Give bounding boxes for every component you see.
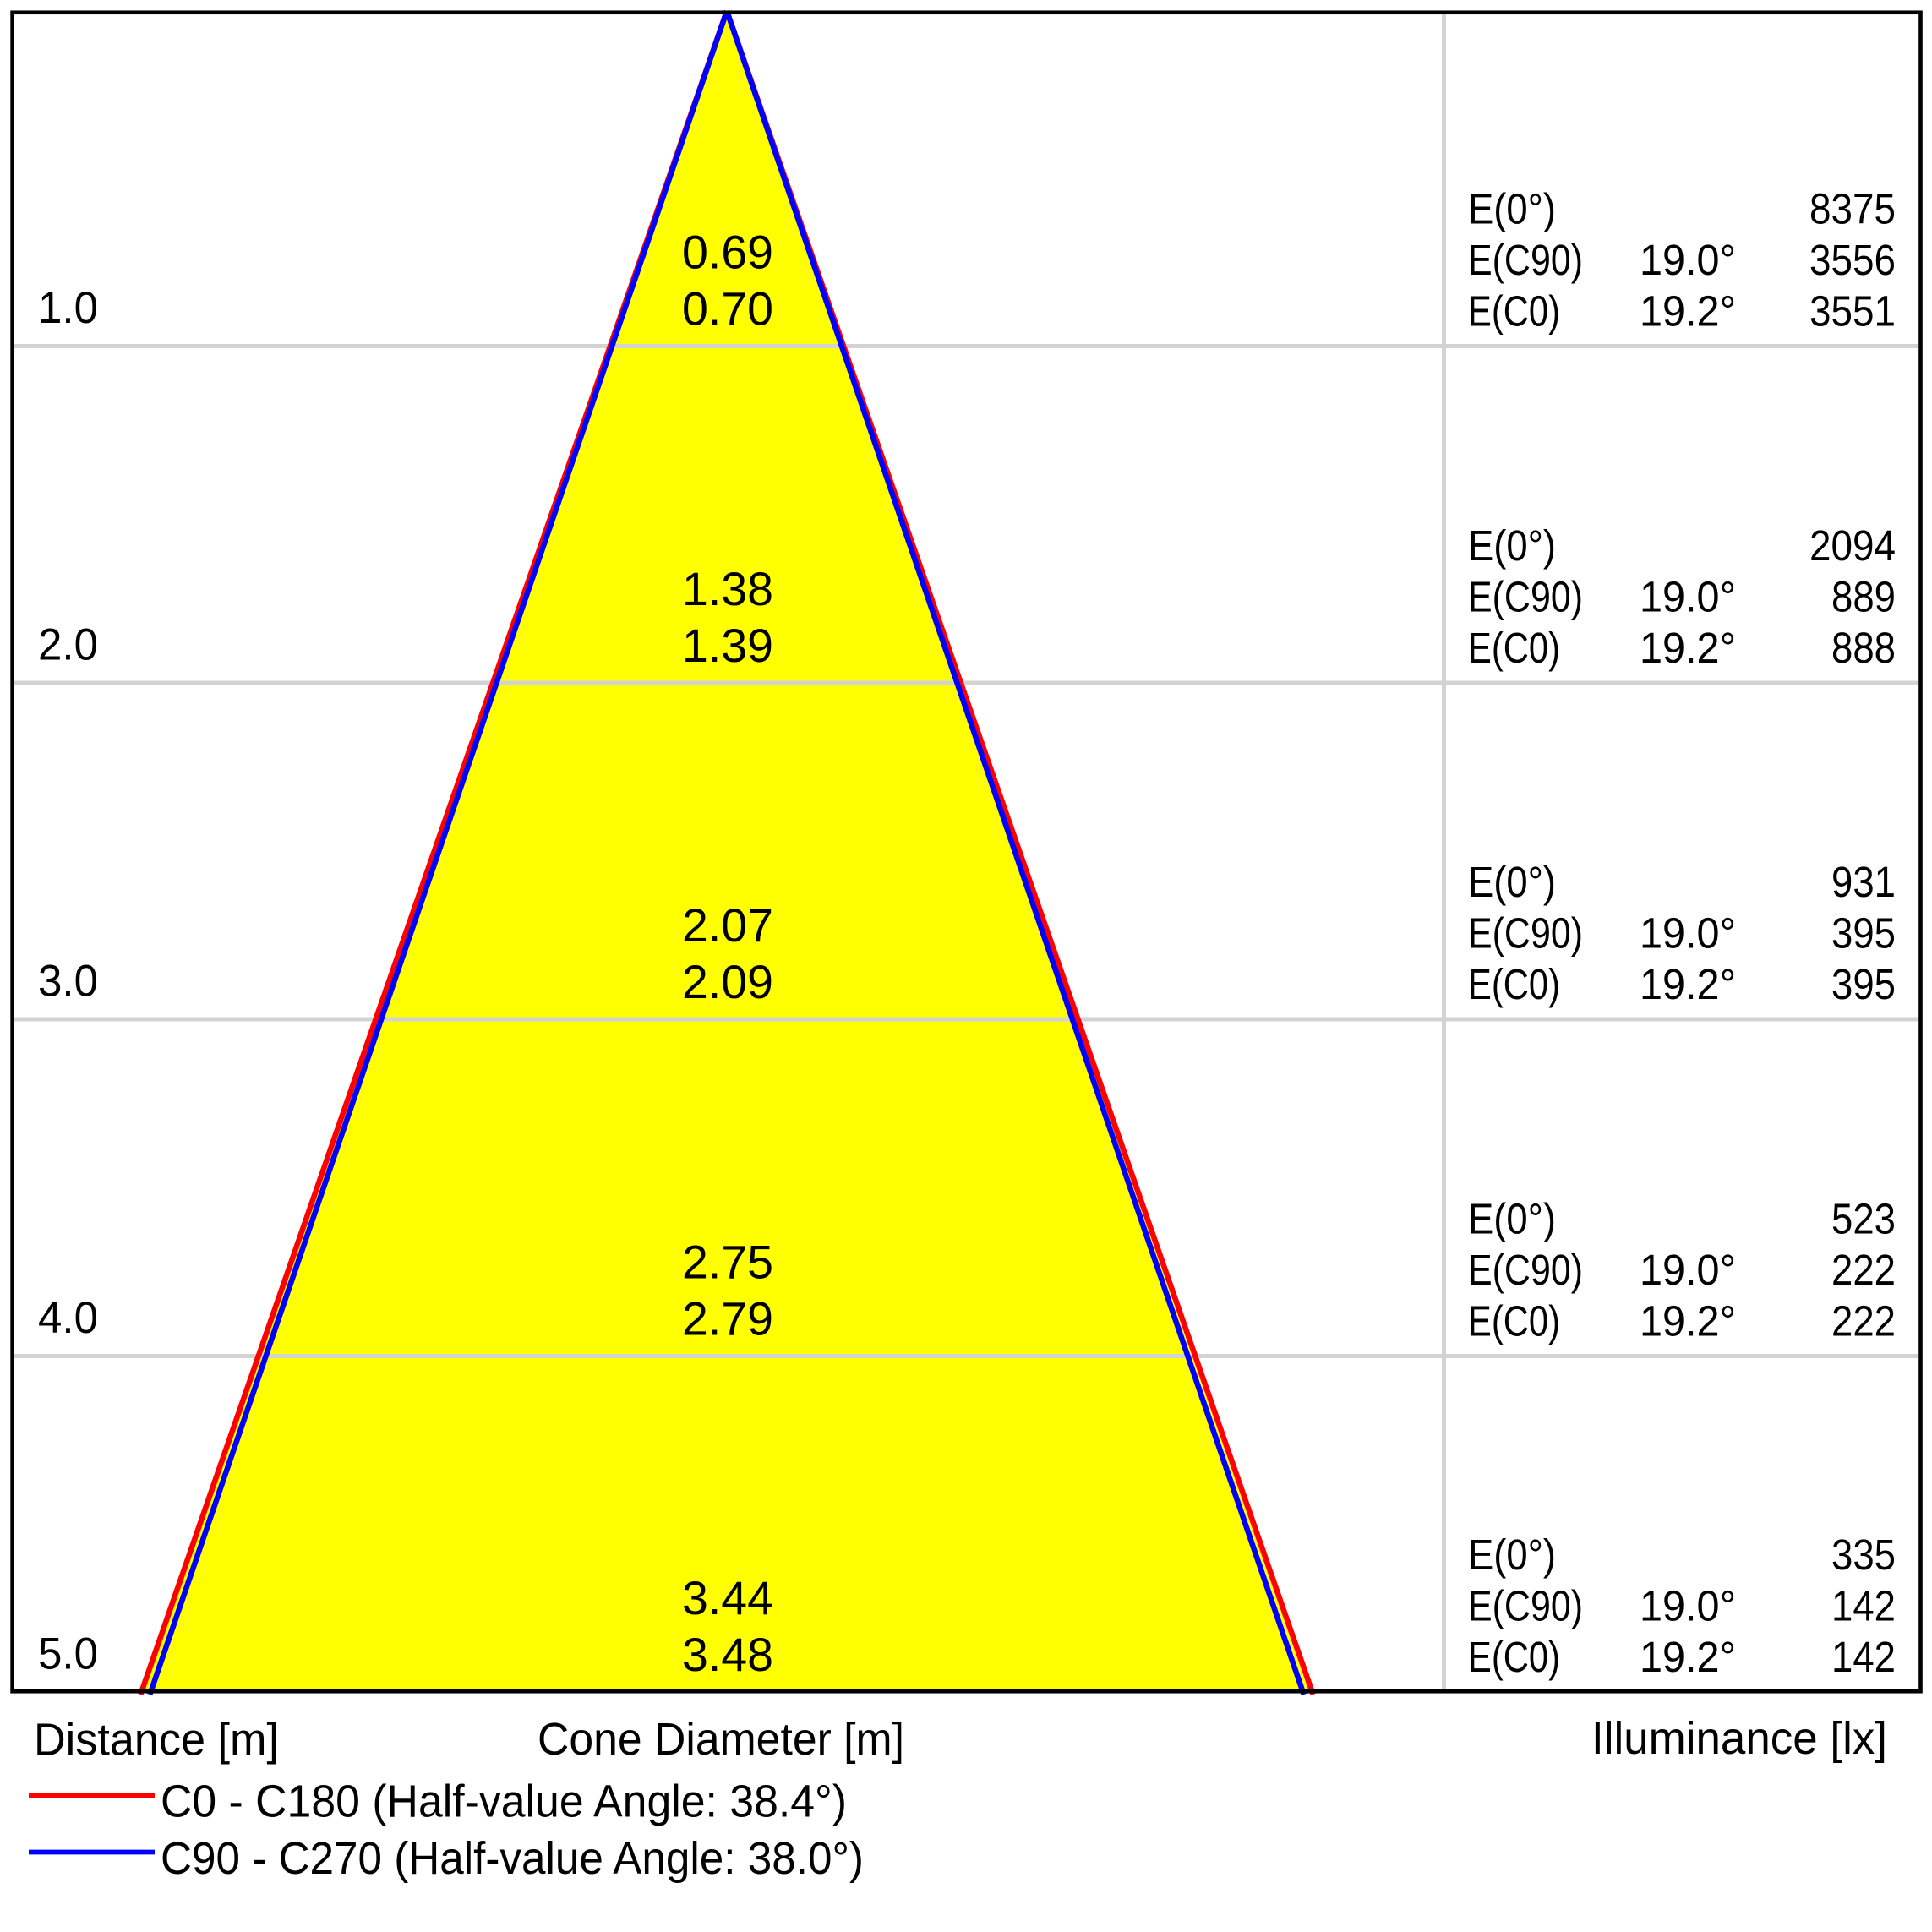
svg-text:E(C0): E(C0) — [1468, 287, 1560, 336]
svg-text:E(C90): E(C90) — [1468, 236, 1583, 284]
svg-text:1.38: 1.38 — [682, 562, 773, 615]
svg-text:142: 142 — [1831, 1633, 1896, 1681]
svg-text:395: 395 — [1831, 960, 1896, 1008]
svg-text:335: 335 — [1831, 1531, 1896, 1579]
svg-text:3.0: 3.0 — [38, 957, 98, 1007]
svg-text:19.0°: 19.0° — [1640, 1246, 1736, 1294]
svg-text:E(0°): E(0°) — [1468, 1195, 1556, 1243]
svg-text:E(C90): E(C90) — [1468, 909, 1583, 958]
svg-text:222: 222 — [1831, 1297, 1896, 1345]
svg-text:523: 523 — [1831, 1195, 1896, 1243]
svg-text:395: 395 — [1831, 909, 1896, 958]
svg-text:3556: 3556 — [1809, 236, 1896, 284]
svg-text:1.39: 1.39 — [682, 619, 773, 672]
svg-text:Illuminance [lx]: Illuminance [lx] — [1591, 1713, 1887, 1764]
svg-text:5.0: 5.0 — [38, 1629, 98, 1679]
svg-text:E(0°): E(0°) — [1468, 1531, 1556, 1579]
svg-text:E(C0): E(C0) — [1468, 960, 1560, 1008]
svg-text:888: 888 — [1831, 624, 1896, 672]
svg-text:19.2°: 19.2° — [1640, 1633, 1736, 1681]
svg-text:19.2°: 19.2° — [1640, 1297, 1736, 1345]
svg-text:2.75: 2.75 — [682, 1236, 773, 1289]
svg-text:19.2°: 19.2° — [1640, 624, 1736, 672]
svg-text:0.70: 0.70 — [682, 282, 773, 336]
svg-text:2.07: 2.07 — [682, 898, 773, 952]
svg-text:931: 931 — [1831, 858, 1896, 906]
svg-text:E(C0): E(C0) — [1468, 624, 1560, 672]
svg-text:E(0°): E(0°) — [1468, 521, 1556, 570]
svg-text:E(C90): E(C90) — [1468, 1582, 1583, 1630]
svg-text:19.2°: 19.2° — [1640, 287, 1736, 336]
svg-text:E(0°): E(0°) — [1468, 858, 1556, 906]
svg-text:E(C90): E(C90) — [1468, 1246, 1583, 1294]
svg-text:222: 222 — [1831, 1246, 1896, 1294]
svg-text:C0 - C180 (Half-value Angle: 3: C0 - C180 (Half-value Angle: 38.4°) — [161, 1776, 847, 1827]
svg-text:2.79: 2.79 — [682, 1292, 773, 1345]
svg-text:E(C0): E(C0) — [1468, 1633, 1560, 1681]
svg-text:19.0°: 19.0° — [1640, 236, 1736, 284]
svg-text:2.09: 2.09 — [682, 955, 773, 1008]
svg-text:1.0: 1.0 — [38, 283, 98, 333]
svg-text:E(C0): E(C0) — [1468, 1297, 1560, 1345]
svg-text:0.69: 0.69 — [682, 226, 773, 279]
svg-text:19.0°: 19.0° — [1640, 1582, 1736, 1630]
svg-text:19.2°: 19.2° — [1640, 960, 1736, 1008]
svg-text:889: 889 — [1831, 573, 1896, 621]
svg-text:2.0: 2.0 — [38, 620, 98, 670]
svg-text:C90 - C270 (Half-value Angle:: C90 - C270 (Half-value Angle: 38.0°) — [161, 1833, 864, 1884]
svg-text:8375: 8375 — [1809, 185, 1896, 233]
svg-text:3.44: 3.44 — [682, 1571, 773, 1624]
svg-text:Distance [m]: Distance [m] — [34, 1714, 279, 1765]
svg-text:19.0°: 19.0° — [1640, 573, 1736, 621]
svg-text:E(0°): E(0°) — [1468, 185, 1556, 233]
svg-text:2094: 2094 — [1809, 521, 1896, 570]
svg-text:Cone Diameter [m]: Cone Diameter [m] — [538, 1714, 904, 1765]
svg-text:142: 142 — [1831, 1582, 1896, 1630]
svg-text:3.48: 3.48 — [682, 1628, 773, 1681]
svg-text:E(C90): E(C90) — [1468, 573, 1583, 621]
svg-text:19.0°: 19.0° — [1640, 909, 1736, 958]
svg-text:4.0: 4.0 — [38, 1293, 98, 1343]
svg-text:3551: 3551 — [1809, 287, 1896, 336]
